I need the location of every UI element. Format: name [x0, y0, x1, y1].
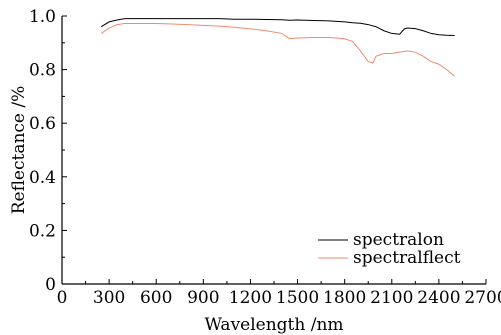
x-tick-label: 600: [140, 288, 172, 308]
series-line-spectralon: [100, 18, 455, 37]
x-tick-label: 1500: [276, 288, 319, 308]
y-axis-title: Reflectance /%: [9, 86, 29, 215]
y-tick-label: 0: [45, 275, 56, 295]
x-tick-label: 0: [57, 288, 68, 308]
x-tick-label: 1800: [323, 288, 366, 308]
y-tick-label: 0.6: [29, 114, 56, 134]
x-tick-label: 900: [187, 288, 219, 308]
y-tick-label: 0.8: [29, 61, 56, 81]
x-tick-label: 2400: [417, 288, 460, 308]
y-tick-label: 0.4: [29, 168, 56, 188]
series-line-spectralflect: [100, 23, 455, 77]
x-tick-label: 1200: [229, 288, 272, 308]
x-tick-label: 300: [93, 288, 125, 308]
y-tick-label: 0.2: [29, 221, 56, 241]
x-tick-label: 2100: [370, 288, 413, 308]
legend-label-spectralon: spectralon: [353, 230, 444, 250]
x-axis-title: Wavelength /nm: [204, 315, 343, 335]
legend-label-spectralflect: spectralflect: [353, 248, 461, 268]
y-ticks: 0 0.2 0.4 0.6 0.8 1.0: [29, 7, 67, 295]
series-layer: [100, 18, 455, 77]
y-tick-label: 1.0: [29, 7, 56, 27]
